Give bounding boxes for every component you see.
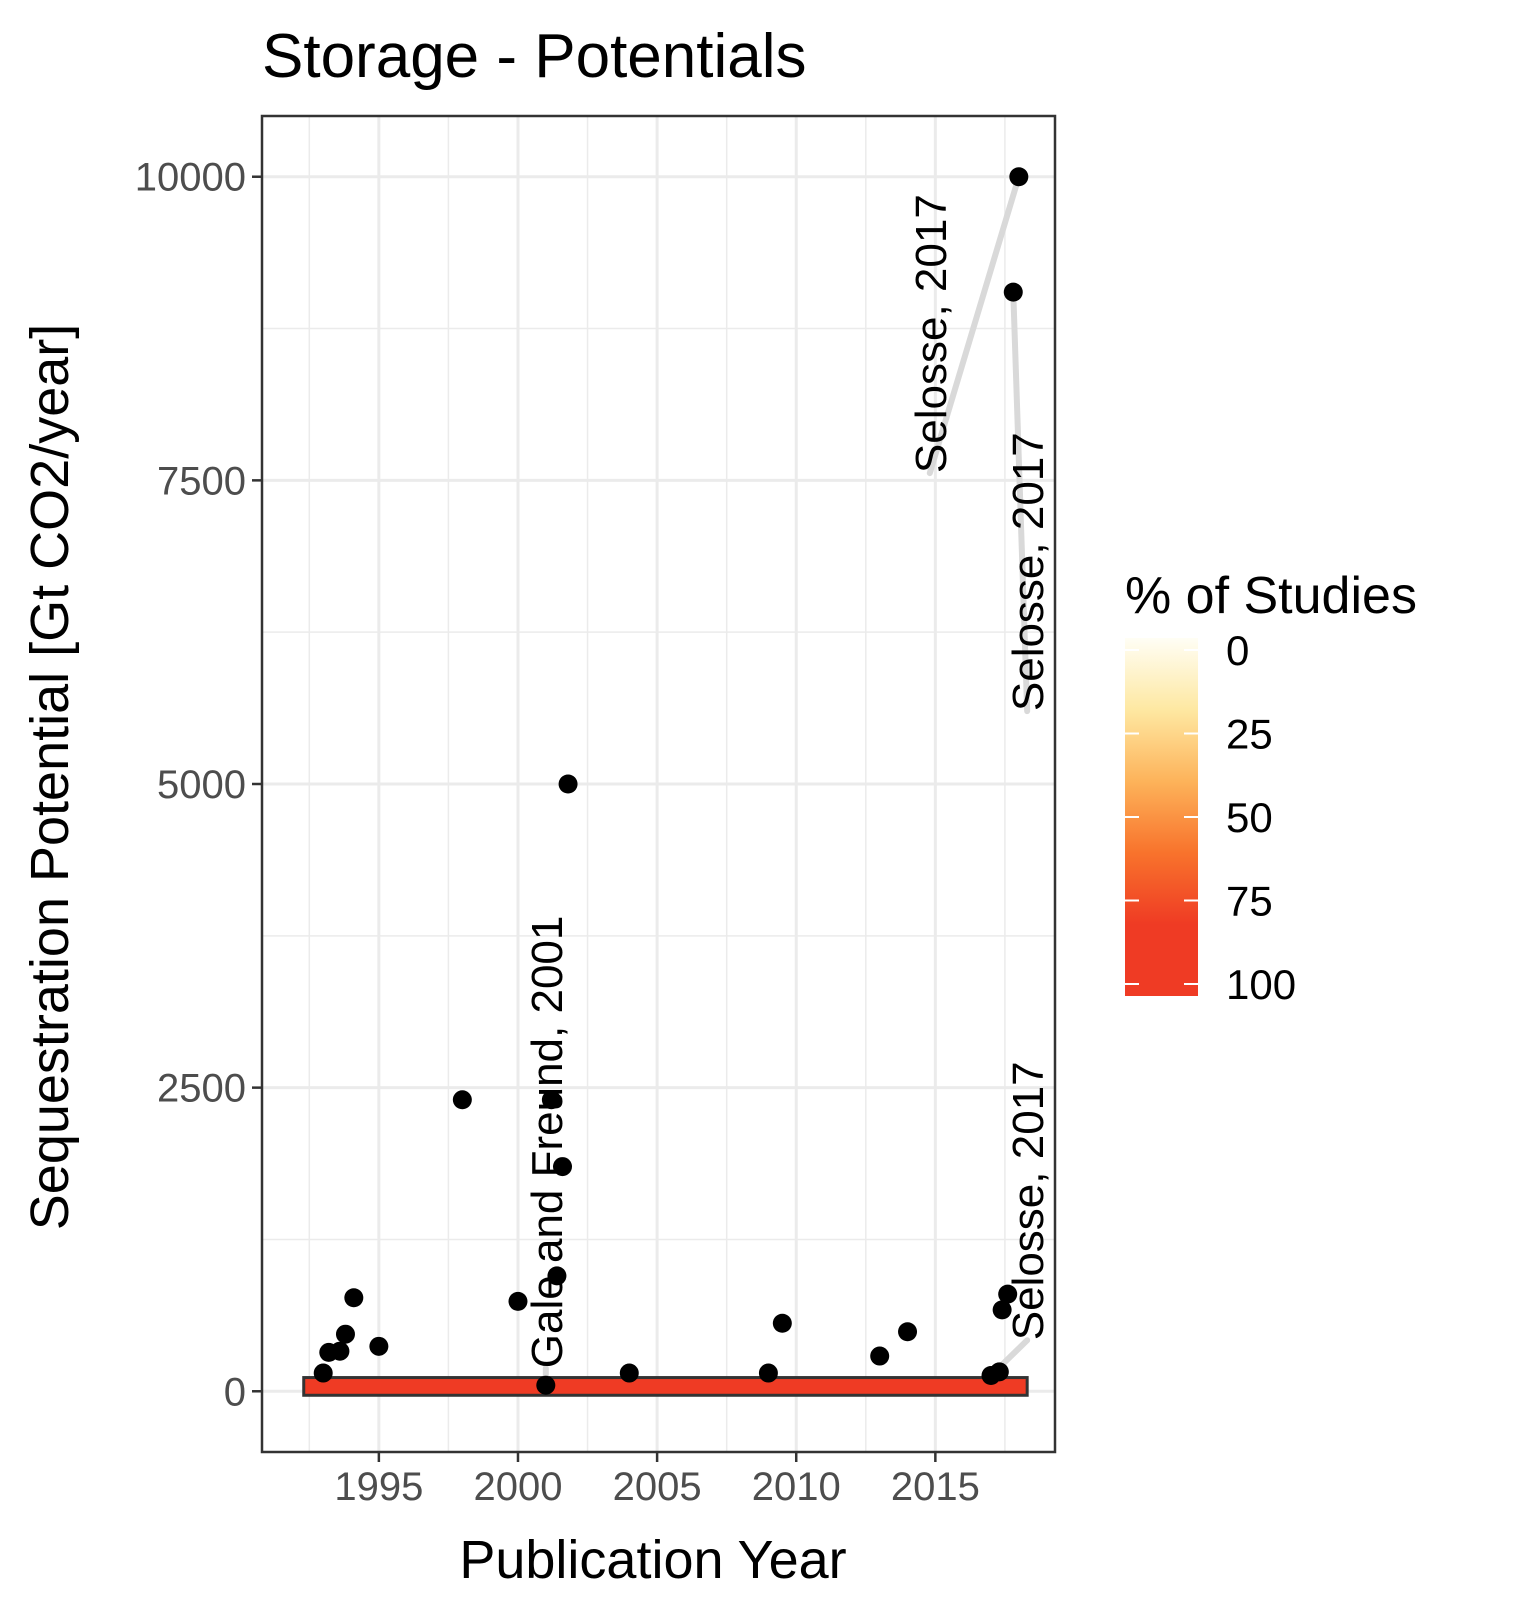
data-point — [1009, 167, 1029, 187]
data-point — [536, 1375, 556, 1395]
y-tick-label: 0 — [224, 1370, 246, 1414]
data-point — [330, 1341, 350, 1361]
legend-tick-label: 100 — [1226, 961, 1296, 1008]
data-point — [870, 1346, 890, 1366]
data-point — [558, 774, 578, 794]
data-point — [369, 1336, 389, 1356]
legend-tick-label: 25 — [1226, 711, 1273, 758]
x-tick-label: 2015 — [891, 1465, 980, 1509]
data-point — [1003, 282, 1023, 302]
data-point — [344, 1288, 364, 1308]
point-label: Selosse, 2017 — [1004, 1061, 1053, 1340]
data-points — [313, 167, 1029, 1395]
legend-title: % of Studies — [1125, 567, 1417, 625]
point-label: Selosse, 2017 — [1004, 432, 1053, 711]
data-point — [547, 1266, 567, 1286]
axes: 1995 2000 2005 2010 2015 0 2500 5000 7500 10000 — [135, 156, 980, 1509]
data-point — [998, 1284, 1018, 1304]
y-tick-label: 2500 — [157, 1067, 246, 1111]
legend-tick-label: 0 — [1226, 627, 1249, 674]
grid-lines — [262, 116, 1055, 1452]
data-point — [335, 1324, 355, 1344]
data-point — [992, 1300, 1012, 1320]
point-labels: Gale and Freund, 2001 Selosse, 2017 Seloss… — [523, 194, 1053, 1368]
legend-tick-label: 50 — [1226, 794, 1273, 841]
data-point — [452, 1090, 472, 1110]
legend-tick-label: 75 — [1226, 878, 1273, 925]
data-point — [313, 1363, 333, 1383]
x-axis-label: Publication Year — [459, 1530, 846, 1590]
y-tick-label: 10000 — [135, 156, 246, 200]
legend-ticks: 0 25 50 75 100 — [1125, 627, 1296, 1008]
point-label: Gale and Freund, 2001 — [523, 916, 572, 1369]
x-tick-label: 2000 — [473, 1465, 562, 1509]
data-point — [898, 1322, 918, 1342]
data-point — [758, 1363, 778, 1383]
data-point — [989, 1362, 1009, 1382]
chart-title: Storage - Potentials — [262, 22, 807, 91]
data-point — [619, 1363, 639, 1383]
data-point — [553, 1157, 573, 1177]
data-point — [508, 1291, 528, 1311]
x-tick-label: 2005 — [613, 1465, 702, 1509]
y-axis-label: Sequestration Potential [Gt CO2/year] — [20, 324, 80, 1230]
label-leader-line — [1010, 289, 1031, 715]
y-tick-label: 7500 — [157, 459, 246, 503]
x-tick-label: 1995 — [334, 1465, 423, 1509]
point-label: Selosse, 2017 — [907, 194, 956, 473]
band-rect — [302, 1376, 1029, 1397]
data-point — [541, 1090, 561, 1110]
plot-panel: Gale and Freund, 2001 Selosse, 2017 Seloss… — [260, 114, 1057, 1454]
data-point — [772, 1313, 792, 1333]
x-tick-label: 2010 — [752, 1465, 841, 1509]
y-tick-label: 5000 — [157, 763, 246, 807]
legend: % of Studies 0 25 50 75 100 — [1125, 567, 1417, 1008]
label-leader-line — [926, 173, 1022, 477]
